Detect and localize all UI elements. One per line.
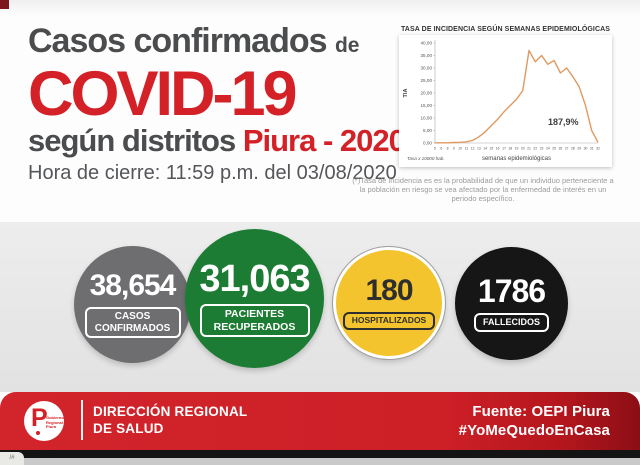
title-de: de xyxy=(334,34,360,57)
svg-text:18: 18 xyxy=(508,147,512,151)
svg-text:26: 26 xyxy=(558,147,562,151)
browser-status-tab[interactable]: /# xyxy=(0,452,24,465)
bottom-edge xyxy=(0,458,640,465)
deceased-count: 1786 xyxy=(477,273,546,310)
svg-text:27: 27 xyxy=(565,147,569,151)
svg-text:20: 20 xyxy=(521,147,525,151)
svg-text:19: 19 xyxy=(515,147,519,151)
svg-text:32: 32 xyxy=(596,147,600,151)
page-title-covid: COVID-19 xyxy=(28,59,298,129)
svg-text:11: 11 xyxy=(465,147,469,151)
svg-text:15,00: 15,00 xyxy=(421,103,433,108)
source-text: Fuente: OEPI Piura xyxy=(472,403,610,420)
logo-dot-icon xyxy=(36,431,40,435)
svg-text:25,00: 25,00 xyxy=(421,78,433,83)
svg-text:15: 15 xyxy=(490,147,494,151)
svg-text:24: 24 xyxy=(546,147,550,151)
stat-circle-hospitalized: 180 HOSPITALIZADOS xyxy=(332,246,446,360)
svg-text:14: 14 xyxy=(483,147,487,151)
hashtag-text: #YoMeQuedoEnCasa xyxy=(458,422,610,439)
svg-text:8: 8 xyxy=(447,147,449,151)
org-line1: DIRECCIÓN REGIONAL xyxy=(93,404,248,419)
gobierno-regional-piura-logo: P Gobierno Regional Piura xyxy=(24,401,64,441)
footer-source-block: Fuente: OEPI Piura #YoMeQuedoEnCasa xyxy=(459,402,610,440)
incidence-line-chart: 0,00 5,00 10,00 15,00 20,00 25,00 30,00 35,00 40… xyxy=(403,40,600,162)
svg-text:35,00: 35,00 xyxy=(421,53,433,58)
video-player-strip[interactable] xyxy=(0,450,640,458)
stat-circle-recovered: 31,063 PACIENTES RECUPERADOS xyxy=(185,229,324,368)
recovered-label: PACIENTES RECUPERADOS xyxy=(199,304,310,337)
hospitalized-count: 180 xyxy=(365,274,413,308)
title-block: Casos confirmados de COVID-19 según dist… xyxy=(28,22,406,185)
svg-text:29: 29 xyxy=(577,147,581,151)
svg-text:TIA: TIA xyxy=(403,89,409,98)
top-section: Casos confirmados de COVID-19 según dist… xyxy=(0,0,640,222)
svg-text:21: 21 xyxy=(527,147,531,151)
svg-text:17: 17 xyxy=(502,147,506,151)
footer-bar: P Gobierno Regional Piura DIRECCIÓN REGI… xyxy=(0,392,640,450)
svg-text:Tasa x 10000 hab.: Tasa x 10000 hab. xyxy=(407,156,445,161)
logo-letter-p: P xyxy=(31,404,48,432)
footer-divider xyxy=(81,400,83,440)
incidence-chart-card: TASA DE INCIDENCIA SEGÚN SEMANAS EPIDEMI… xyxy=(399,26,612,167)
svg-text:10: 10 xyxy=(458,147,462,151)
stat-circle-deceased: 1786 FALLECIDOS xyxy=(455,247,568,360)
corner-red-square xyxy=(0,0,9,9)
svg-text:13: 13 xyxy=(477,147,481,151)
recovered-count: 31,063 xyxy=(199,258,310,301)
page-title-line3: según distritos Piura - 2020 xyxy=(28,123,406,159)
logo-subtext: Gobierno Regional Piura xyxy=(46,415,64,430)
logo-sub-line3: Piura xyxy=(46,424,57,429)
incidence-footnote: (*)Tasa de incidencia es es la probabili… xyxy=(352,176,614,203)
organization-name: DIRECCIÓN REGIONAL DE SALUD xyxy=(93,403,247,437)
svg-text:5,00: 5,00 xyxy=(423,128,432,133)
svg-text:6: 6 xyxy=(440,147,442,151)
title-casos-confirmados: Casos confirmados xyxy=(28,22,328,60)
svg-text:20,00: 20,00 xyxy=(421,91,433,96)
svg-text:25: 25 xyxy=(552,147,556,151)
title-segun-distritos: según distritos xyxy=(28,123,236,158)
deceased-label: FALLECIDOS xyxy=(473,313,549,332)
svg-text:semanas epidemiológicas: semanas epidemiológicas xyxy=(482,156,551,162)
closing-time: Hora de cierre: 11:59 p.m. del 03/08/202… xyxy=(28,162,397,184)
svg-text:31: 31 xyxy=(590,147,594,151)
logo-sub-line1: Gobierno xyxy=(46,415,64,420)
confirmed-label: CASOS CONFIRMADOS xyxy=(84,307,181,338)
chart-title: TASA DE INCIDENCIA SEGÚN SEMANAS EPIDEMI… xyxy=(400,26,611,33)
confirmed-count: 38,654 xyxy=(89,269,177,302)
svg-text:28: 28 xyxy=(571,147,575,151)
page-title-line1: Casos confirmados de xyxy=(28,22,405,65)
chart-panel: 0,00 5,00 10,00 15,00 20,00 25,00 30,00 35,00 40… xyxy=(399,35,612,167)
svg-text:9: 9 xyxy=(453,147,455,151)
svg-text:30: 30 xyxy=(584,147,588,151)
svg-text:0,00: 0,00 xyxy=(423,141,432,146)
svg-text:23: 23 xyxy=(540,147,544,151)
svg-text:5: 5 xyxy=(434,147,436,151)
stat-circle-confirmed: 38,654 CASOS CONFIRMADOS xyxy=(74,246,191,363)
svg-text:40,00: 40,00 xyxy=(421,41,433,46)
svg-text:16: 16 xyxy=(496,147,500,151)
title-piura-2020: Piura - 2020 xyxy=(242,123,406,158)
svg-text:30,00: 30,00 xyxy=(421,66,433,71)
logo-sub-line2: Regional xyxy=(46,419,63,425)
svg-text:22: 22 xyxy=(533,147,537,151)
svg-text:187,9%: 187,9% xyxy=(548,117,579,127)
hospitalized-label: HOSPITALIZADOS xyxy=(342,312,436,330)
svg-text:12: 12 xyxy=(471,147,475,151)
svg-text:10,00: 10,00 xyxy=(421,116,433,121)
org-line2: DE SALUD xyxy=(93,421,164,436)
